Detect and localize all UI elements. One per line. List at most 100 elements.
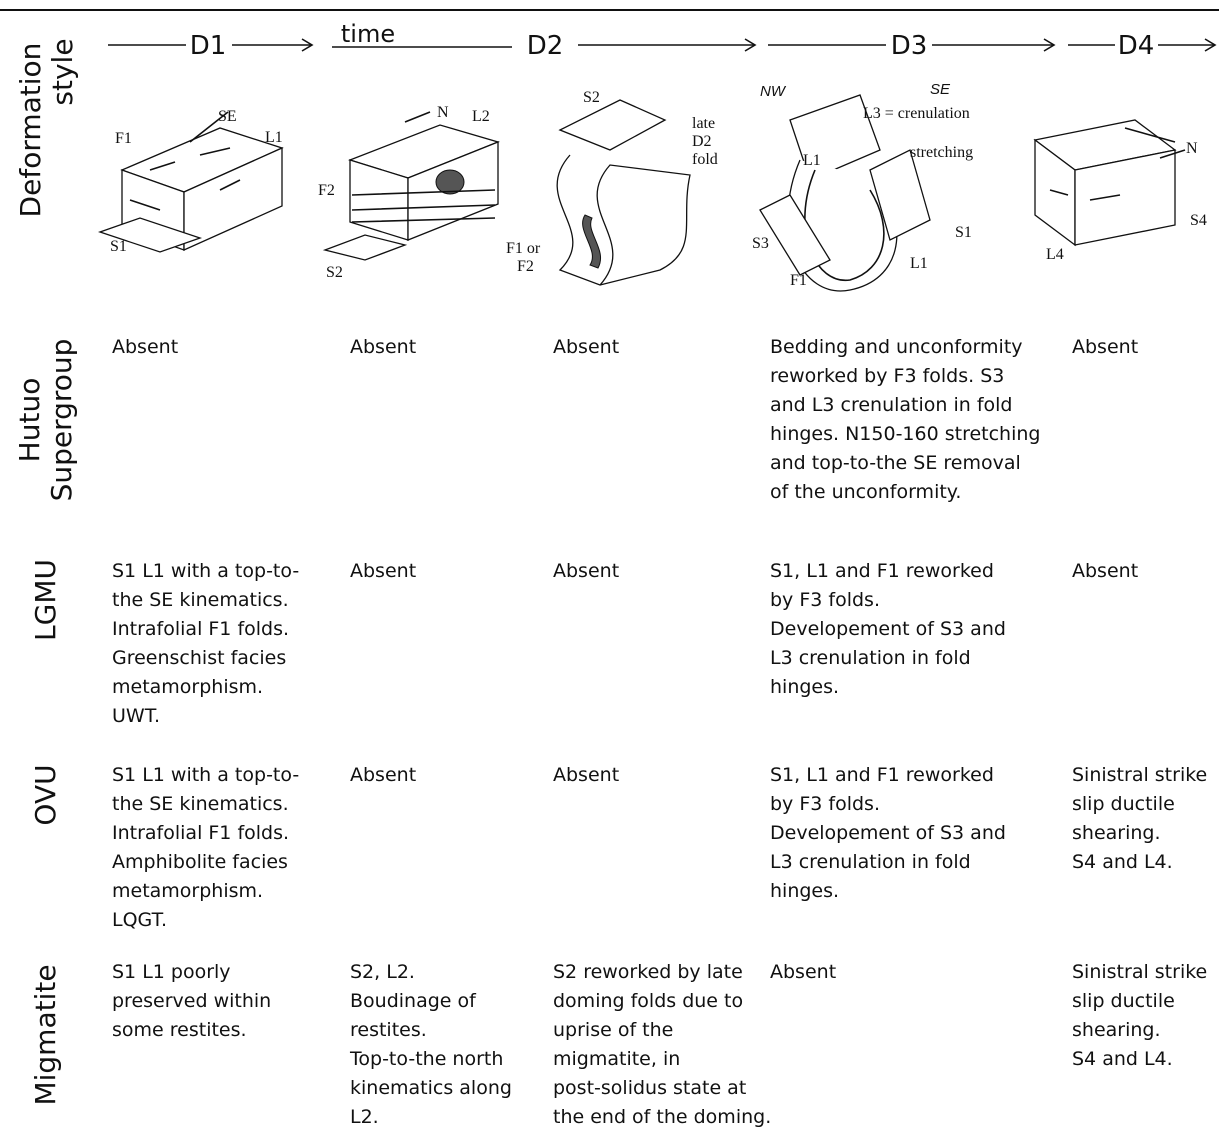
sketch-label: L1 [803, 152, 821, 169]
cell-text: Sinistral strike [1072, 961, 1207, 983]
cell-text: slip ductile [1072, 990, 1175, 1012]
sketch-label: F2 [517, 258, 534, 275]
cell-text: Absent [1072, 336, 1138, 358]
cell-text: uprise of the [553, 1019, 673, 1041]
cell-text: Absent [553, 560, 619, 582]
cell-text: Absent [350, 336, 416, 358]
cell-text: hinges. N150-160 stretching [770, 423, 1040, 445]
cell-text: reworked by F3 folds. S3 [770, 365, 1004, 387]
sketch-label: stretching [910, 144, 973, 161]
cell-text: Absent [553, 764, 619, 786]
sketches [97, 94, 1186, 292]
cell-text: migmatite, in [553, 1048, 680, 1070]
row-label: LGMU [29, 559, 62, 641]
cell-text: Absent [770, 961, 836, 983]
cell-text: UWT. [112, 705, 160, 727]
phase: D1 [190, 31, 227, 61]
cell-text: shearing. [1072, 822, 1161, 844]
cell-text: Top-to-the north [349, 1048, 503, 1070]
sketch-label: F1 [790, 272, 807, 289]
sketch-label: SE [930, 81, 951, 98]
sketch-label: S3 [752, 235, 769, 252]
phase: D4 [1118, 31, 1155, 61]
sketch-label: S1 [955, 224, 972, 241]
cell-text: shearing. [1072, 1019, 1161, 1041]
sketch-label: L2 [472, 108, 490, 125]
cell-text: Developement of S3 and [770, 618, 1006, 640]
sketch-label: L1 [265, 129, 283, 146]
row-label: style [46, 38, 79, 105]
cell-text: Amphibolite facies [112, 851, 288, 873]
cell-text: post-solidus state at [553, 1077, 746, 1099]
cell-text: S2, L2. [350, 961, 415, 983]
cell-text: of the unconformity. [770, 481, 961, 503]
header-arrows [108, 38, 1217, 52]
cell-text: metamorphism. [112, 676, 263, 698]
cell-text: Absent [350, 764, 416, 786]
cell-text: hinges. [770, 880, 839, 902]
phase: D2 [527, 31, 564, 61]
sketch-label: NW [760, 83, 787, 100]
sketch-label: late [692, 115, 715, 132]
sketch-label: D2 [692, 133, 712, 150]
cell-text: S1 L1 with a top-to- [112, 560, 299, 582]
sketch-label: L1 [910, 255, 928, 272]
cell-text: Absent [553, 336, 619, 358]
cell-text: Absent [1072, 560, 1138, 582]
sketch-label: L4 [1046, 246, 1064, 263]
time-label: time [341, 20, 395, 48]
cell-text: Greenschist facies [112, 647, 286, 669]
cell-text: S2 reworked by late [553, 961, 743, 983]
cell-text: doming folds due to [553, 990, 743, 1012]
cell-text: some restites. [112, 1019, 247, 1041]
cell-text: by F3 folds. [770, 793, 880, 815]
cell-text: kinematics along [350, 1077, 512, 1099]
cell-text: S4 and L4. [1072, 851, 1173, 873]
cell-text: preserved within [112, 990, 271, 1012]
sketch-label: S4 [1190, 212, 1207, 229]
sketch-label: L3 = crenulation [863, 105, 970, 122]
cell-text: Intrafolial F1 folds. [112, 822, 289, 844]
cell-text: S4 and L4. [1072, 1048, 1173, 1070]
cell-text: and L3 crenulation in fold [770, 394, 1012, 416]
row-label: Supergroup [45, 339, 78, 502]
sketch-label: N [437, 104, 449, 121]
cell-text: metamorphism. [112, 880, 263, 902]
sketch-label: F2 [318, 182, 335, 199]
sketch-label: fold [692, 151, 718, 168]
cell-text: Developement of S3 and [770, 822, 1006, 844]
cell-text: S1, L1 and F1 reworked [770, 764, 994, 786]
cell-text: the SE kinematics. [112, 793, 289, 815]
cell-text: by F3 folds. [770, 589, 880, 611]
sketch-label: S2 [326, 264, 343, 281]
cell-text: the SE kinematics. [112, 589, 289, 611]
cell-text: slip ductile [1072, 793, 1175, 815]
cell-text: Intrafolial F1 folds. [112, 618, 289, 640]
cell-text: Sinistral strike [1072, 764, 1207, 786]
cell-text: and top-to-the SE removal [770, 452, 1021, 474]
row-label: Migmatite [29, 964, 62, 1105]
cell-text: Absent [350, 560, 416, 582]
cell-text: L2. [350, 1106, 379, 1128]
cell-text: LQGT. [112, 909, 167, 931]
cell-text: hinges. [770, 676, 839, 698]
cell-text: L3 crenulation in fold [770, 851, 971, 873]
sketch-label: SE [218, 108, 237, 125]
sketch-label: F1 [115, 130, 132, 147]
row-label: Deformation [14, 43, 47, 218]
sketch-label: F1 or [506, 240, 541, 257]
cell-text: S1 L1 with a top-to- [112, 764, 299, 786]
sketch-label: S2 [583, 89, 600, 106]
sketch-label: N [1186, 140, 1198, 157]
cell-text: restites. [350, 1019, 427, 1041]
sketch-label: S1 [110, 238, 127, 255]
row-label: Hutuo [13, 378, 46, 463]
cell-text: L3 crenulation in fold [770, 647, 971, 669]
table-body: Hutuo Supergroup Absent Absent Absent Bedding… [13, 336, 1207, 1128]
cell-text: S1, L1 and F1 reworked [770, 560, 994, 582]
cell-text: the end of the doming. [553, 1106, 771, 1128]
cell-text: S1 L1 poorly [112, 961, 231, 983]
row-label: OVU [29, 764, 62, 825]
sketch-labels: F1 SE L1 S1 N L2 F2 S2 S2 late D2 fold F… [110, 81, 1207, 289]
